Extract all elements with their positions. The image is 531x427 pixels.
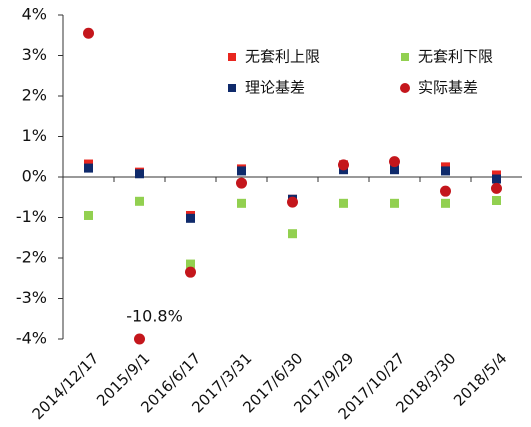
y-tick-label: 2% [22, 86, 47, 105]
data-label: -10.8% [126, 307, 183, 326]
point [237, 166, 246, 176]
y-tick-label: -2% [16, 248, 47, 267]
point [288, 229, 297, 239]
point [134, 333, 145, 345]
point [389, 156, 400, 168]
x-tick-label: 2014/12/17 [29, 349, 103, 423]
point [84, 210, 93, 220]
point [287, 196, 298, 208]
point [84, 163, 93, 173]
legend-marker [400, 83, 410, 93]
point [492, 174, 501, 184]
point [186, 259, 195, 269]
legend-marker [401, 53, 409, 61]
y-tick-label: -1% [16, 207, 47, 226]
point [186, 213, 195, 223]
legend-label: 实际基差 [418, 79, 478, 97]
point [491, 182, 502, 194]
point [441, 198, 450, 208]
y-tick-label: 1% [22, 126, 47, 145]
y-tick-label: -4% [16, 329, 47, 348]
point [185, 266, 196, 278]
legend-label: 理论基差 [245, 79, 305, 97]
legend-label: 无套利下限 [418, 48, 493, 66]
point [441, 166, 450, 176]
point [236, 177, 247, 189]
point [440, 185, 451, 197]
point [492, 195, 501, 205]
point [135, 169, 144, 179]
y-tick-label: -3% [16, 288, 47, 307]
legend-label: 无套利上限 [245, 48, 320, 66]
legend-marker [228, 53, 236, 61]
point [135, 196, 144, 206]
point [83, 27, 94, 39]
point [390, 165, 399, 175]
legend-marker [228, 84, 236, 92]
point [338, 159, 349, 171]
point [237, 198, 246, 208]
point [390, 198, 399, 208]
y-tick-label: 0% [22, 167, 47, 186]
y-tick-label: 4% [22, 5, 47, 24]
x-tick-label: 2018/5/4 [450, 349, 510, 409]
point [339, 198, 348, 208]
y-tick-label: 3% [22, 45, 47, 64]
